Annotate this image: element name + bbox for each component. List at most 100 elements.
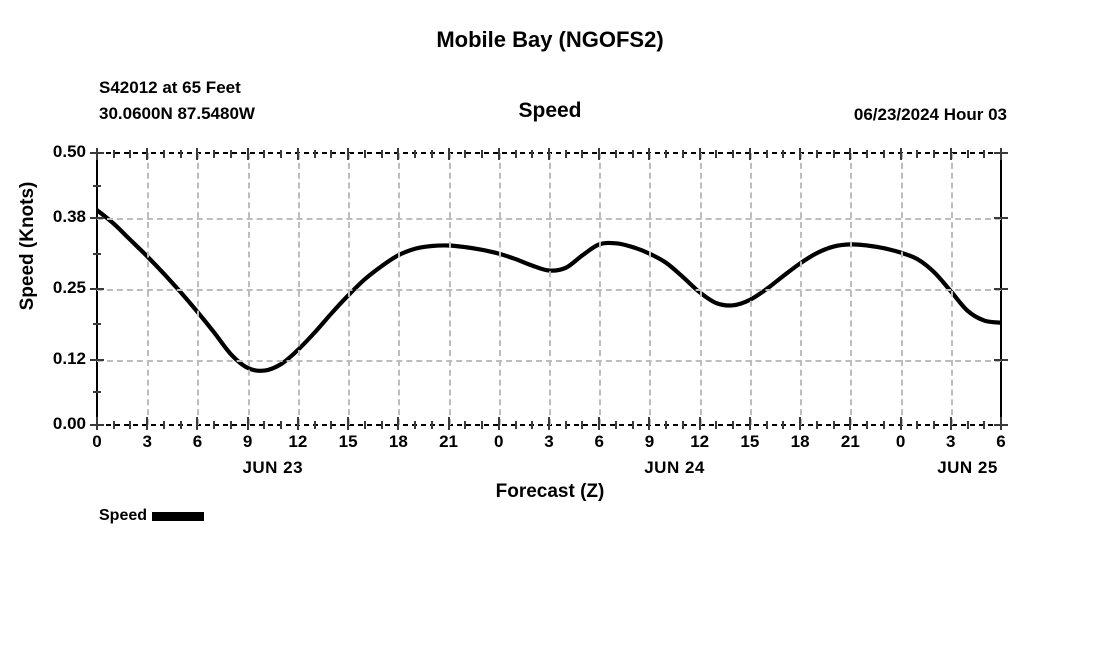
x-axis-tick-label: 3: [142, 432, 152, 451]
tick-major-right: [994, 288, 1008, 290]
tick-major-left: [90, 152, 104, 154]
tick-minor-top: [481, 150, 484, 158]
tick-minor-bottom: [732, 421, 735, 429]
gridline-vertical: [498, 153, 501, 425]
tick-major-bottom: [397, 417, 400, 430]
x-axis-tick-label: 3: [946, 432, 956, 451]
tick-minor-left: [93, 252, 101, 255]
gridline-vertical: [247, 153, 250, 425]
x-axis-tick-label: 0: [494, 432, 504, 451]
tick-minor-bottom: [665, 421, 668, 429]
tick-minor-bottom: [162, 421, 165, 429]
tick-major-bottom: [899, 417, 902, 430]
x-axis-tick-label: 15: [740, 432, 760, 451]
tick-minor-top: [162, 150, 165, 158]
tick-major-left: [90, 288, 104, 290]
tick-minor-top: [815, 150, 818, 158]
x-axis-tick-label: 6: [996, 432, 1006, 451]
tick-minor-top: [213, 150, 216, 158]
y-axis-tick-label: 0.12: [52, 348, 86, 368]
tick-major-bottom: [799, 417, 802, 430]
tick-major-top: [96, 148, 98, 160]
tick-minor-bottom: [631, 421, 634, 429]
x-axis-tick-label: 9: [242, 432, 253, 451]
x-axis-tick-label: 0: [92, 432, 102, 451]
tick-major-bottom: [698, 417, 701, 430]
tick-minor-bottom: [681, 421, 684, 429]
tick-minor-bottom: [765, 421, 768, 429]
tick-minor-top: [665, 150, 668, 158]
legend-color-swatch: [152, 511, 205, 521]
gridline-vertical: [900, 153, 903, 425]
y-axis-tick-label: 0.00: [52, 414, 86, 433]
tick-minor-left: [93, 184, 101, 187]
tick-minor-bottom: [815, 421, 818, 429]
x-axis-tick-label: 9: [644, 432, 655, 451]
tick-minor-top: [112, 150, 115, 158]
tick-minor-bottom: [882, 421, 885, 429]
plot-area: [90, 148, 1008, 430]
tick-minor-bottom: [564, 421, 567, 429]
tick-minor-bottom: [832, 421, 835, 429]
tick-minor-bottom: [112, 421, 115, 429]
x-axis-tick-label: 6: [594, 432, 604, 451]
tick-major-bottom: [1000, 417, 1002, 430]
tick-minor-bottom: [380, 421, 383, 429]
tick-major-top: [799, 148, 802, 160]
tick-minor-top: [882, 150, 885, 158]
tick-minor-bottom: [866, 421, 869, 429]
tick-minor-top: [363, 150, 366, 158]
tick-minor-left: [93, 391, 101, 394]
tick-major-top: [899, 148, 902, 160]
x-axis-tick-label: 21: [439, 432, 458, 451]
tick-minor-top: [614, 150, 617, 158]
tick-minor-bottom: [280, 421, 283, 429]
tick-major-top: [849, 148, 852, 160]
tick-major-bottom: [748, 417, 751, 430]
tick-major-top: [296, 148, 299, 160]
tick-minor-top: [916, 150, 919, 158]
tick-minor-bottom: [715, 421, 718, 429]
tick-minor-top: [782, 150, 785, 158]
chart-subtitle: Speed: [518, 99, 582, 122]
tick-minor-top: [631, 150, 634, 158]
tick-major-bottom: [146, 417, 149, 430]
tick-minor-top: [866, 150, 869, 158]
x-axis-tick-label: 0: [895, 432, 906, 451]
tick-major-right: [994, 152, 1008, 154]
tick-major-top: [1000, 148, 1002, 160]
tick-minor-top: [263, 150, 266, 158]
tick-minor-top: [280, 150, 283, 158]
tick-major-top: [548, 148, 550, 160]
y-axis-tick-label: 0.50: [52, 142, 86, 161]
tick-minor-left: [93, 323, 101, 326]
gridline-vertical: [649, 153, 652, 425]
x-axis-tick-label: 18: [790, 432, 810, 451]
tick-minor-bottom: [916, 421, 919, 429]
tick-minor-top: [430, 150, 433, 158]
tick-minor-top: [765, 150, 768, 158]
tick-minor-bottom: [514, 421, 517, 429]
tick-minor-top: [832, 150, 835, 158]
tick-minor-top: [464, 150, 467, 158]
chart-legend: Speed: [99, 507, 205, 525]
tick-minor-bottom: [983, 421, 986, 429]
tick-minor-top: [681, 150, 684, 158]
tick-minor-bottom: [414, 421, 417, 429]
tick-minor-top: [514, 150, 517, 158]
y-axis-tick-label: 0.25: [52, 278, 86, 297]
gridline-vertical: [950, 153, 953, 425]
tick-major-right: [994, 424, 1008, 426]
tick-minor-bottom: [229, 421, 232, 429]
gridline-vertical: [448, 153, 451, 425]
y-axis-title: Speed (Knots): [17, 181, 38, 311]
tick-minor-bottom: [179, 421, 182, 429]
x-axis-day-label: JUN 24: [644, 458, 705, 477]
x-axis-tick-label: 6: [192, 432, 203, 451]
tick-minor-top: [179, 150, 182, 158]
x-axis-tick-label: 12: [288, 432, 308, 451]
gridline-vertical: [197, 153, 200, 425]
model-run-label: 06/23/2024 Hour 03: [853, 105, 1007, 124]
tick-major-top: [497, 148, 500, 160]
